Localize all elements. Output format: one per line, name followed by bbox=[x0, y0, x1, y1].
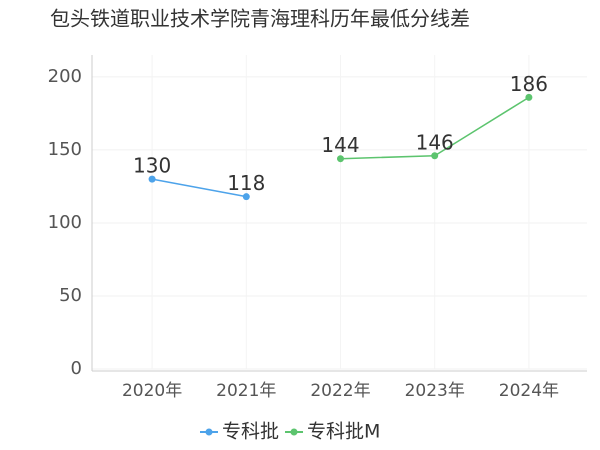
data-point bbox=[242, 193, 250, 201]
x-tick-label: 2022年 bbox=[310, 381, 370, 401]
series-line bbox=[151, 178, 247, 198]
chart-title: 包头铁道职业技术学院青海理科历年最低分线差 bbox=[50, 7, 470, 31]
data-label: 118 bbox=[227, 171, 265, 195]
x-tick-label: 2023年 bbox=[405, 381, 465, 401]
x-tick-label: 2024年 bbox=[499, 381, 559, 401]
legend-label: 专科批M bbox=[307, 421, 380, 443]
legend-marker bbox=[290, 428, 298, 436]
data-point bbox=[148, 175, 156, 183]
y-tick-label: 150 bbox=[48, 139, 82, 160]
data-point bbox=[337, 155, 344, 163]
x-tick-label: 2020年 bbox=[122, 381, 182, 401]
legend-marker bbox=[205, 428, 213, 436]
y-tick-label: 200 bbox=[48, 66, 82, 87]
data-label: 144 bbox=[321, 133, 359, 157]
data-label: 146 bbox=[416, 130, 454, 154]
data-point bbox=[431, 152, 439, 160]
data-label: 130 bbox=[133, 154, 171, 178]
legend-label: 专科批 bbox=[222, 421, 279, 443]
y-tick-label: 100 bbox=[48, 212, 82, 233]
data-point bbox=[525, 93, 533, 101]
y-tick-label: 0 bbox=[71, 358, 82, 379]
data-label: 186 bbox=[510, 72, 548, 96]
x-tick-label: 2021年 bbox=[216, 381, 276, 401]
y-tick-label: 50 bbox=[59, 285, 82, 306]
